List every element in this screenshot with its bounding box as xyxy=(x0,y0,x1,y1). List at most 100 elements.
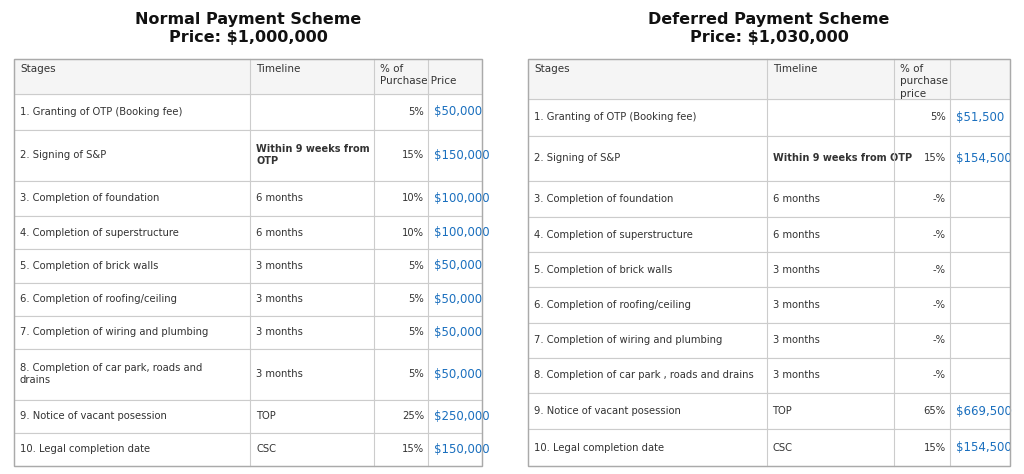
Bar xyxy=(528,99,1010,136)
Text: 5%: 5% xyxy=(930,112,946,122)
Text: 2. Signing of S&P: 2. Signing of S&P xyxy=(20,150,106,160)
Text: Stages: Stages xyxy=(20,64,55,74)
Text: 7. Completion of wiring and plumbing: 7. Completion of wiring and plumbing xyxy=(20,327,208,337)
Text: 2. Signing of S&P: 2. Signing of S&P xyxy=(534,153,621,163)
Text: -%: -% xyxy=(933,230,946,240)
Text: 6 months: 6 months xyxy=(256,228,303,238)
Bar xyxy=(14,130,482,181)
Text: 10. Legal completion date: 10. Legal completion date xyxy=(20,445,151,455)
Text: 9. Notice of vacant posession: 9. Notice of vacant posession xyxy=(534,406,681,416)
Text: 15%: 15% xyxy=(402,445,424,455)
Text: 3 months: 3 months xyxy=(256,327,303,337)
Text: Within 9 weeks from OTP: Within 9 weeks from OTP xyxy=(772,153,911,163)
Text: 5%: 5% xyxy=(409,294,424,304)
Bar xyxy=(528,59,1010,99)
Text: 15%: 15% xyxy=(924,443,946,453)
Text: $100,000: $100,000 xyxy=(434,192,489,205)
Bar xyxy=(14,400,482,433)
Text: 10%: 10% xyxy=(402,228,424,238)
Text: Normal Payment Scheme: Normal Payment Scheme xyxy=(135,12,361,27)
Text: 6. Completion of roofing/ceiling: 6. Completion of roofing/ceiling xyxy=(20,294,177,304)
Text: 4. Completion of superstructure: 4. Completion of superstructure xyxy=(534,230,693,240)
Text: -%: -% xyxy=(933,194,946,204)
Text: Timeline: Timeline xyxy=(772,64,817,74)
Text: % of
Purchase Price: % of Purchase Price xyxy=(380,64,457,86)
Text: $50,000: $50,000 xyxy=(434,368,482,381)
Text: $51,500: $51,500 xyxy=(955,111,1004,124)
Text: CSC: CSC xyxy=(256,445,276,455)
Text: 3 months: 3 months xyxy=(772,335,819,345)
Text: $50,000: $50,000 xyxy=(434,292,482,306)
Bar xyxy=(528,59,1010,466)
Text: 15%: 15% xyxy=(924,153,946,163)
Text: 3 months: 3 months xyxy=(772,265,819,275)
Text: CSC: CSC xyxy=(772,443,793,453)
Text: 25%: 25% xyxy=(402,411,424,421)
Text: 5%: 5% xyxy=(409,369,424,379)
Text: 6. Completion of roofing/ceiling: 6. Completion of roofing/ceiling xyxy=(534,300,691,310)
Text: 3 months: 3 months xyxy=(256,369,303,379)
Text: 1. Granting of OTP (Booking fee): 1. Granting of OTP (Booking fee) xyxy=(534,112,696,122)
Text: 5. Completion of brick walls: 5. Completion of brick walls xyxy=(534,265,673,275)
Bar xyxy=(14,283,482,316)
Bar xyxy=(14,59,482,466)
Text: -%: -% xyxy=(933,335,946,345)
Bar xyxy=(528,358,1010,393)
Text: 8. Completion of car park, roads and
drains: 8. Completion of car park, roads and dra… xyxy=(20,363,203,385)
Text: 8. Completion of car park , roads and drains: 8. Completion of car park , roads and dr… xyxy=(534,370,754,380)
Text: Price: $1,000,000: Price: $1,000,000 xyxy=(169,30,328,45)
Text: $154,500: $154,500 xyxy=(955,441,1012,454)
Bar xyxy=(14,349,482,400)
Bar xyxy=(528,181,1010,217)
Text: $100,000: $100,000 xyxy=(434,227,489,239)
Text: 65%: 65% xyxy=(924,406,946,416)
Bar xyxy=(14,181,482,216)
Text: 9. Notice of vacant posession: 9. Notice of vacant posession xyxy=(20,411,167,421)
Bar xyxy=(528,323,1010,358)
Bar xyxy=(528,287,1010,323)
Text: 5%: 5% xyxy=(409,327,424,337)
Text: % of
purchase
price: % of purchase price xyxy=(900,64,948,99)
Text: $50,000: $50,000 xyxy=(434,259,482,273)
Bar xyxy=(14,433,482,466)
Text: $250,000: $250,000 xyxy=(434,410,489,423)
Text: Price: $1,030,000: Price: $1,030,000 xyxy=(689,30,849,45)
Text: 4. Completion of superstructure: 4. Completion of superstructure xyxy=(20,228,179,238)
Text: TOP: TOP xyxy=(256,411,276,421)
Text: 6 months: 6 months xyxy=(772,230,819,240)
Text: -%: -% xyxy=(933,265,946,275)
Bar xyxy=(528,393,1010,429)
Bar xyxy=(528,429,1010,466)
Text: Timeline: Timeline xyxy=(256,64,301,74)
Text: -%: -% xyxy=(933,370,946,380)
Text: 10. Legal completion date: 10. Legal completion date xyxy=(534,443,665,453)
Bar xyxy=(528,252,1010,287)
Text: 10%: 10% xyxy=(402,193,424,203)
Bar xyxy=(528,136,1010,181)
Text: 3 months: 3 months xyxy=(256,294,303,304)
Text: 6 months: 6 months xyxy=(256,193,303,203)
Text: 3 months: 3 months xyxy=(772,300,819,310)
Text: 3 months: 3 months xyxy=(772,370,819,380)
Text: $150,000: $150,000 xyxy=(434,443,489,456)
Text: 7. Completion of wiring and plumbing: 7. Completion of wiring and plumbing xyxy=(534,335,722,345)
Text: 3 months: 3 months xyxy=(256,261,303,271)
Text: 6 months: 6 months xyxy=(772,194,819,204)
Text: 5%: 5% xyxy=(409,261,424,271)
Text: -%: -% xyxy=(933,300,946,310)
Text: 3. Completion of foundation: 3. Completion of foundation xyxy=(534,194,674,204)
Text: $50,000: $50,000 xyxy=(434,326,482,339)
Text: $50,000: $50,000 xyxy=(434,105,482,118)
Text: 3. Completion of foundation: 3. Completion of foundation xyxy=(20,193,160,203)
Bar xyxy=(14,94,482,130)
Bar xyxy=(14,316,482,349)
Bar xyxy=(14,216,482,249)
Text: $669,500: $669,500 xyxy=(955,405,1012,418)
Text: Deferred Payment Scheme: Deferred Payment Scheme xyxy=(648,12,890,27)
Text: 5%: 5% xyxy=(409,107,424,117)
Bar xyxy=(528,217,1010,252)
Bar xyxy=(14,249,482,283)
Text: 15%: 15% xyxy=(402,150,424,160)
Text: TOP: TOP xyxy=(772,406,793,416)
Text: Within 9 weeks from
OTP: Within 9 weeks from OTP xyxy=(256,144,370,166)
